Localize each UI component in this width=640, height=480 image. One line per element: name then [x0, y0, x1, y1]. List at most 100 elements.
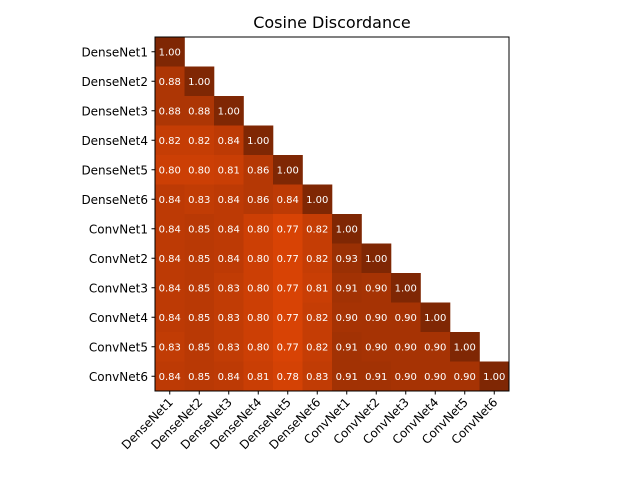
heatmap-cell	[184, 96, 215, 126]
cell-value-label: 0.90	[395, 342, 417, 353]
heatmap-cell	[302, 332, 333, 362]
cell-value-label: 0.85	[188, 224, 210, 235]
heatmap-cell	[214, 243, 244, 274]
heatmap-cell	[155, 184, 185, 215]
cell-value-label: 0.85	[188, 342, 210, 353]
cell-value-label: 0.85	[188, 372, 210, 383]
cell-value-label: 0.90	[454, 372, 476, 383]
cell-value-label: 0.81	[247, 372, 269, 383]
heatmap-cell	[184, 243, 215, 274]
cell-value-label: 0.77	[277, 342, 299, 353]
heatmap-cell	[184, 66, 215, 97]
x-axis: DenseNet1DenseNet2DenseNet3DenseNet4Dens…	[119, 391, 500, 452]
heatmap-cell	[243, 184, 274, 215]
heatmap-cell	[420, 361, 451, 392]
heatmap-cell	[243, 302, 274, 333]
heatmap-cell	[273, 155, 303, 185]
heatmap-cell	[184, 184, 215, 215]
cell-value-label: 0.90	[365, 313, 387, 324]
y-tick-label: ConvNet6	[89, 370, 148, 384]
cell-value-label: 1.00	[336, 224, 358, 235]
heatmap-cell	[273, 332, 303, 362]
y-tick-label: DenseNet5	[81, 163, 148, 177]
y-tick-label: ConvNet5	[89, 340, 148, 354]
heatmap-cell	[391, 302, 421, 333]
cell-value-label: 1.00	[424, 313, 446, 324]
heatmap-cell	[273, 214, 303, 244]
cell-value-label: 0.84	[218, 372, 240, 383]
cell-value-label: 1.00	[454, 342, 476, 353]
heatmap-cell	[302, 302, 333, 333]
heatmap-cell	[450, 361, 480, 392]
heatmap-cell	[361, 243, 392, 274]
heatmap-cell	[155, 37, 185, 67]
cell-value-label: 0.91	[336, 342, 358, 353]
y-tick-label: ConvNet2	[89, 252, 148, 266]
cell-value-label: 0.80	[247, 313, 269, 324]
heatmap-cell	[155, 273, 185, 303]
y-tick-label: DenseNet1	[81, 45, 148, 59]
heatmap-cell	[214, 302, 244, 333]
heatmap-cell-labels: 1.00 0.88 1.00 0.88 0.88 1.00 0.82 0.82 0.84 1.00…	[159, 47, 506, 383]
heatmap-cell	[361, 332, 392, 362]
heatmap-cell	[332, 243, 362, 274]
heatmap-cell	[243, 332, 274, 362]
heatmap-cell	[155, 96, 185, 126]
cell-value-label: 1.00	[247, 136, 269, 147]
cell-value-label: 0.88	[159, 106, 181, 117]
cell-value-label: 0.81	[218, 165, 240, 176]
cell-value-label: 0.90	[424, 342, 446, 353]
cell-value-label: 0.85	[188, 313, 210, 324]
cell-value-label: 0.83	[218, 313, 240, 324]
y-tick-label: DenseNet6	[81, 193, 148, 207]
cell-value-label: 0.88	[159, 77, 181, 88]
cell-value-label: 1.00	[188, 77, 210, 88]
cell-value-label: 0.78	[277, 372, 299, 383]
cell-value-label: 0.83	[218, 283, 240, 294]
heatmap-cell	[361, 302, 392, 333]
y-tick-label: DenseNet2	[81, 75, 148, 89]
cell-value-label: 0.80	[247, 342, 269, 353]
y-axis: DenseNet1 DenseNet2 DenseNet3 DenseNet4 Dens…	[81, 45, 155, 384]
cell-value-label: 0.86	[247, 165, 269, 176]
heatmap-cells	[155, 37, 510, 392]
cell-value-label: 0.80	[188, 165, 210, 176]
heatmap-cell	[479, 361, 510, 392]
heatmap-cell	[332, 332, 362, 362]
heatmap-cell	[214, 125, 244, 156]
cell-value-label: 0.84	[218, 254, 240, 265]
heatmap-cell	[214, 332, 244, 362]
heatmap-cell	[273, 243, 303, 274]
cell-value-label: 0.82	[306, 254, 328, 265]
cell-value-label: 1.00	[159, 47, 181, 58]
heatmap-cell	[302, 361, 333, 392]
cell-value-label: 0.84	[159, 195, 181, 206]
heatmap-cell	[243, 243, 274, 274]
heatmap-cell	[184, 125, 215, 156]
cell-value-label: 0.85	[188, 254, 210, 265]
heatmap-cell	[155, 332, 185, 362]
heatmap-cell	[155, 214, 185, 244]
heatmap-cell	[420, 302, 451, 333]
cell-value-label: 0.83	[159, 342, 181, 353]
y-tick-label: DenseNet3	[81, 104, 148, 118]
cell-value-label: 0.91	[336, 372, 358, 383]
cell-value-label: 0.82	[159, 136, 181, 147]
cell-value-label: 1.00	[395, 283, 417, 294]
heatmap-cell	[361, 273, 392, 303]
cell-value-label: 0.83	[306, 372, 328, 383]
cell-value-label: 0.88	[188, 106, 210, 117]
cell-value-label: 0.85	[188, 283, 210, 294]
y-tick-label: ConvNet4	[89, 311, 148, 325]
cell-value-label: 0.84	[218, 195, 240, 206]
cell-value-label: 1.00	[218, 106, 240, 117]
heatmap-cell	[302, 243, 333, 274]
heatmap-cell	[332, 302, 362, 333]
heatmap-cell	[243, 214, 274, 244]
heatmap-cell	[155, 243, 185, 274]
cell-value-label: 0.93	[336, 254, 358, 265]
cell-value-label: 1.00	[306, 195, 328, 206]
heatmap-cell	[391, 273, 421, 303]
cell-value-label: 0.80	[247, 283, 269, 294]
heatmap-cell	[332, 273, 362, 303]
